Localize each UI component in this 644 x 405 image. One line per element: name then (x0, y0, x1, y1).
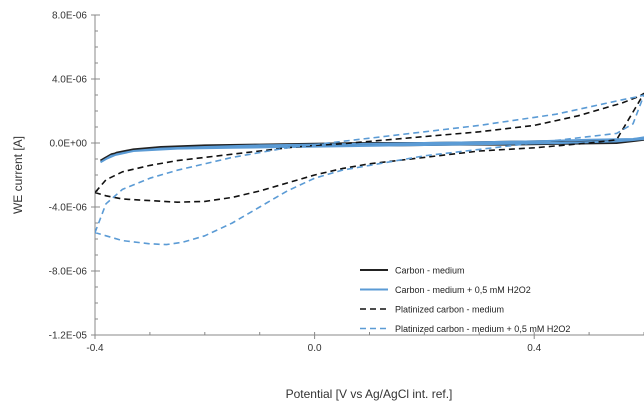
x-axis-title: Potential [V vs Ag/AgCl int. ref.] (286, 387, 453, 401)
y-tick-label: 4.0E-06 (52, 75, 87, 86)
legend-label-2: Carbon - medium + 0,5 mM H2O2 (395, 285, 531, 295)
y-axis-title: WE current [A] (11, 136, 25, 214)
series-line-4 (95, 94, 644, 246)
y-tick-label: -8.0E-06 (49, 267, 88, 278)
y-tick-label: -4.0E-06 (49, 203, 88, 214)
y-tick-label: -1.2E-05 (49, 331, 88, 342)
y-tick-label: 0.0E+00 (49, 139, 87, 150)
series-line-2 (99, 136, 644, 164)
axes: 8.0E-06 4.0E-06 0.0E+00 -4.0E-06 -8.0E-06 -1.… (49, 11, 644, 354)
legend-label-3: Platinized carbon - medium (395, 305, 504, 315)
series-line-3 (95, 92, 644, 203)
legend-label-4: Platinized carbon - medium + 0,5 mM H2O2 (395, 324, 570, 334)
x-tick-label: 0.0 (308, 343, 322, 354)
y-tick-label: 8.0E-06 (52, 11, 87, 22)
legend: Carbon - medium Carbon - medium + 0,5 mM … (360, 266, 570, 334)
series-layer (95, 92, 644, 246)
x-tick-label: -0.4 (86, 343, 104, 354)
x-tick-label: 0.4 (527, 343, 541, 354)
legend-label-1: Carbon - medium (395, 266, 465, 276)
